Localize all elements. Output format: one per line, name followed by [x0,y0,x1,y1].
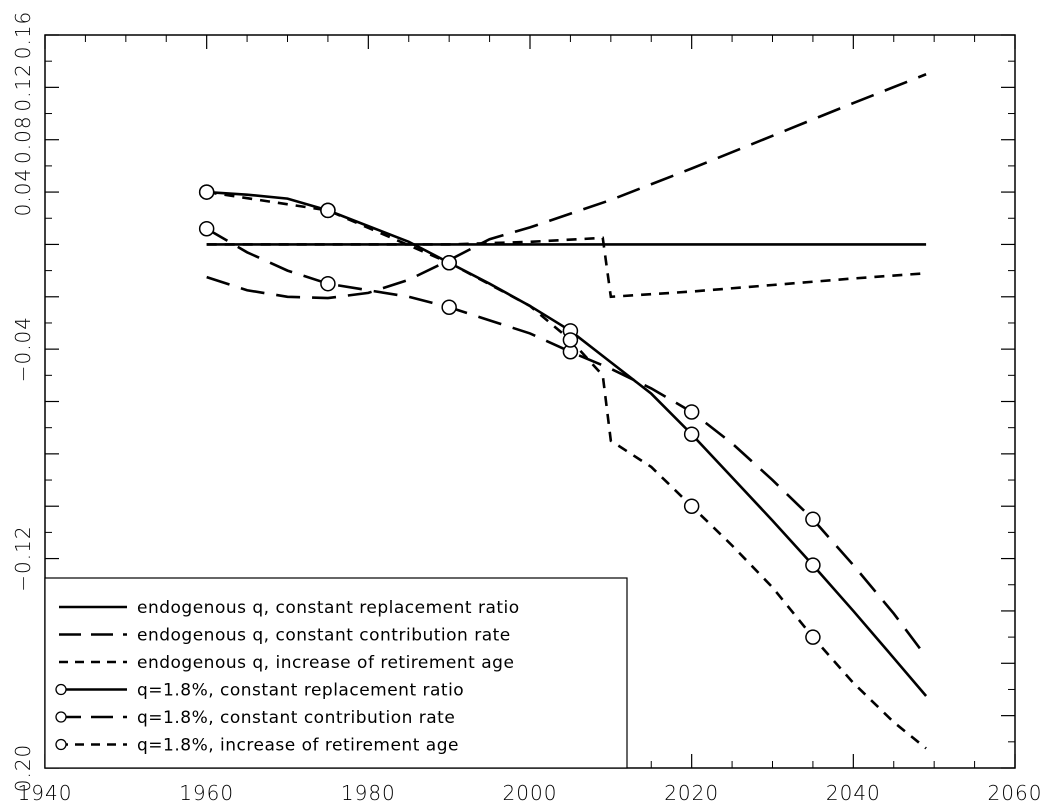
series-marker-6 [320,202,336,219]
x-tick-label: 1980 [341,781,396,805]
series-marker-4 [683,426,700,442]
series-marker-5 [441,299,457,316]
legend-entry-5: q=1.8%, constant contribution rate [137,708,455,728]
legend-entry-2: endogenous q, constant contribution rate [137,626,511,646]
x-tick-label: 2000 [503,781,558,805]
series-marker-6 [805,629,821,645]
y-tick-label: 0.20 [11,744,35,793]
y-tick-label: 0.04 [11,168,35,217]
legend-box [44,577,628,769]
legend-marker-5 [55,711,67,723]
y-tick-label: 0.08 [11,115,35,164]
series-marker-5 [805,511,821,528]
series-marker-6 [683,498,700,514]
legend-marker-6 [55,738,67,751]
series-line-2 [206,73,927,300]
x-tick-label: 2040 [826,781,881,805]
y-tick-label: 0.16 [11,11,35,60]
x-tick-label: 1940 [18,781,73,805]
legend-entry-1: endogenous q, constant replacement ratio [137,598,520,618]
legend-marker-4 [55,683,67,696]
legend-entry-6: q=1.8%, increase of retirement age [137,736,459,756]
y-tick-label: −0.12 [11,525,35,591]
series-marker-6 [198,184,215,200]
series-marker-6 [562,332,579,348]
series-line-3 [206,236,927,299]
x-tick-label: 1960 [179,781,234,805]
y-tick-label: −0.04 [11,316,35,382]
x-tick-label: 2020 [664,781,719,805]
y-tick-label: 0.12 [11,63,35,112]
series-marker-5 [683,404,700,420]
series-marker-6 [441,255,457,271]
series-line-6 [206,190,927,750]
series-marker-5 [198,220,215,237]
legend-entry-3: endogenous q, increase of retirement age [137,653,514,673]
legend-entry-4: q=1.8%, constant replacement ratio [137,681,464,701]
series-marker-5 [320,275,336,292]
x-tick-label: 2060 [988,781,1043,805]
series-marker-4 [805,557,821,573]
